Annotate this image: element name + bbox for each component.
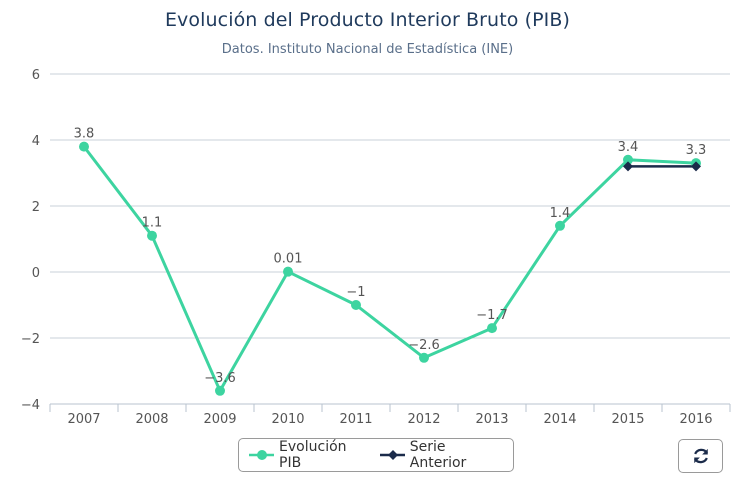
data-label: 1.1 xyxy=(142,216,163,231)
x-tick-label: 2011 xyxy=(339,412,372,427)
data-point-main[interactable] xyxy=(487,323,497,334)
legend-marker-main xyxy=(249,450,275,460)
data-label: 0.01 xyxy=(274,252,303,267)
series xyxy=(79,141,701,396)
legend-item-main[interactable]: Evolución PIB xyxy=(249,439,370,471)
data-point-prev[interactable] xyxy=(691,161,701,172)
x-tick-label: 2015 xyxy=(611,412,644,427)
data-point-main[interactable] xyxy=(555,220,565,231)
chart-subtitle: Datos. Instituto Nacional de Estadística… xyxy=(221,42,514,57)
legend-label-main: Evolución PIB xyxy=(279,439,347,471)
x-tick-label: 2016 xyxy=(679,412,712,427)
data-label: −1.7 xyxy=(476,308,508,323)
y-tick-label: 0 xyxy=(32,266,40,281)
data-labels: 3.8 1.1 −3.6 0.01 −1 −2.6 −1.7 1.4 3.4 3.3 xyxy=(74,127,707,386)
data-point-prev[interactable] xyxy=(623,161,633,172)
x-tick-label: 2014 xyxy=(543,412,576,427)
y-tick-label: 6 xyxy=(32,68,40,83)
data-label: 1.4 xyxy=(550,206,571,221)
legend-label-prev: Serie Anterior xyxy=(409,439,467,471)
x-tick-label: 2009 xyxy=(203,412,236,427)
x-tick-label: 2010 xyxy=(271,412,304,427)
y-tick-label: 2 xyxy=(32,200,40,215)
data-point-main[interactable] xyxy=(147,230,157,241)
data-label: 3.3 xyxy=(686,143,707,158)
data-point-main[interactable] xyxy=(215,385,225,396)
y-axis: 6 4 2 0 −2 −4 xyxy=(21,68,40,413)
legend: Evolución PIB Serie Anterior xyxy=(238,438,514,472)
chart-title: Evolución del Producto Interior Bruto (P… xyxy=(164,9,571,31)
series-line-main xyxy=(82,145,697,393)
y-tick-label: −4 xyxy=(21,398,40,413)
refresh-button[interactable] xyxy=(678,439,723,473)
data-point-main[interactable] xyxy=(283,266,293,277)
data-point-main[interactable] xyxy=(623,154,633,165)
data-point-main[interactable] xyxy=(419,352,429,363)
data-label: 3.8 xyxy=(74,127,95,142)
data-label: −1 xyxy=(346,285,365,300)
data-point-main[interactable] xyxy=(79,141,89,152)
legend-marker-prev xyxy=(379,450,405,460)
y-tick-label: 4 xyxy=(32,134,40,149)
x-tick-label: 2008 xyxy=(135,412,168,427)
data-label: 3.4 xyxy=(618,140,639,155)
legend-item-prev[interactable]: Serie Anterior xyxy=(379,439,503,471)
x-tick-label: 2007 xyxy=(67,412,100,427)
x-tick-label: 2013 xyxy=(475,412,508,427)
data-label: −2.6 xyxy=(408,338,440,353)
x-axis: 2007 2008 2009 2010 2011 2012 2013 2014 2015 2016 xyxy=(49,404,731,427)
data-label: −3.6 xyxy=(204,371,236,386)
line-chart: 6 4 2 0 −2 −4 2007 2008 2009 2010 2011 2012 2013 201… xyxy=(21,68,731,427)
refresh-icon xyxy=(693,448,708,464)
y-tick-label: −2 xyxy=(21,332,40,347)
data-point-main[interactable] xyxy=(351,300,361,310)
x-tick-label: 2012 xyxy=(407,412,440,427)
